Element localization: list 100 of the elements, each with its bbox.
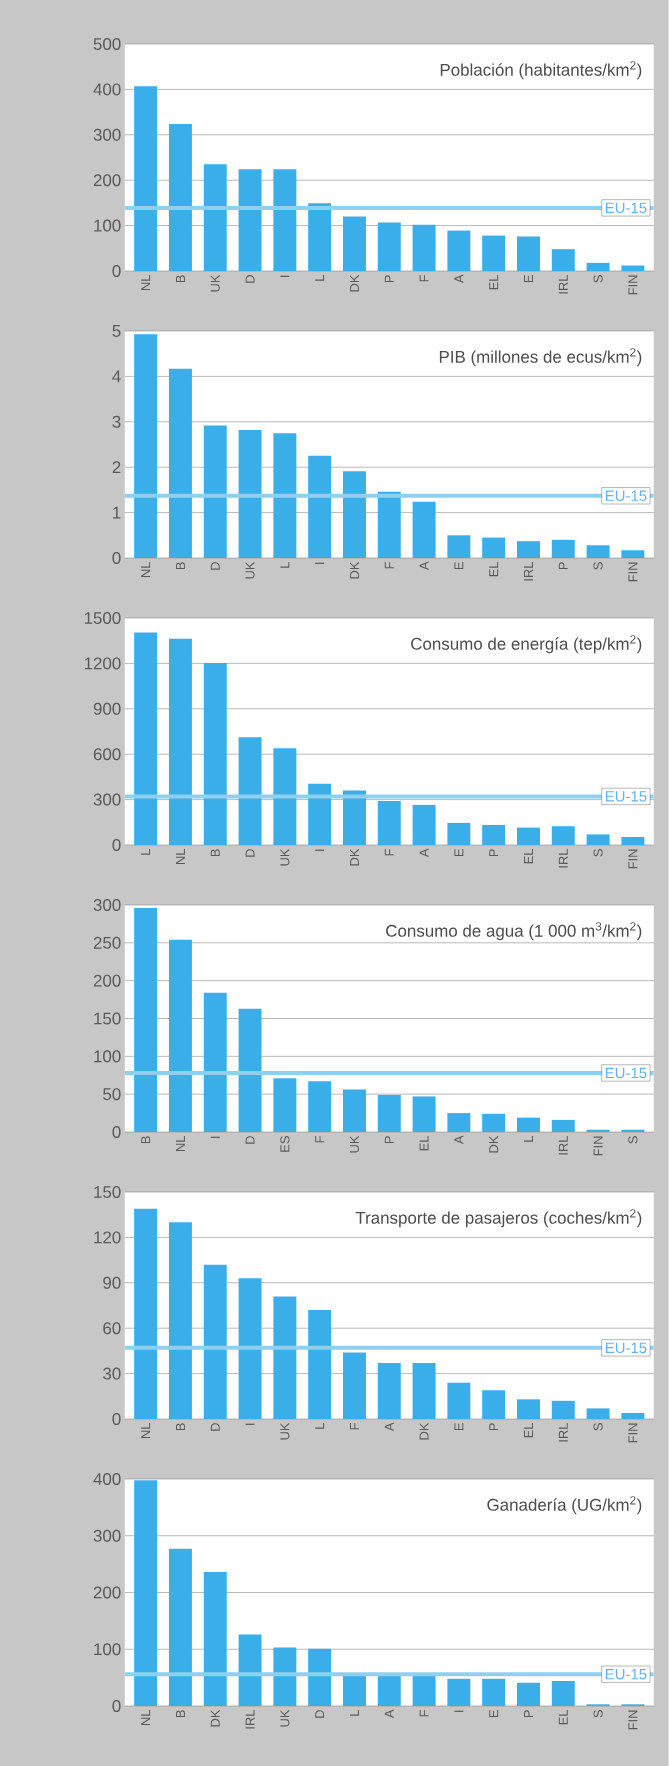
bar (134, 1208, 158, 1419)
bar (238, 737, 262, 845)
bar (377, 1363, 401, 1419)
x-tick-label: UK (245, 561, 255, 579)
bar (273, 169, 297, 271)
x-tick-label: E (454, 1423, 464, 1431)
bar (621, 1412, 645, 1419)
x-tick-label: S (628, 1136, 638, 1144)
x-tick-label: L (315, 1422, 325, 1429)
ref-line-label: EU-15 (606, 791, 647, 802)
bar (412, 501, 436, 558)
bar (169, 1548, 193, 1706)
bar (447, 535, 471, 558)
x-tick-label: D (245, 1136, 255, 1144)
x-tick-label: L (350, 1709, 360, 1716)
bar (517, 236, 541, 271)
x-tick-label: I (315, 849, 325, 851)
x-tick-label: A (454, 274, 464, 284)
x-tick-label: S (593, 849, 603, 857)
x-tick-label: P (524, 1710, 534, 1718)
y-tick-label: 3 (112, 415, 121, 428)
bar (377, 222, 401, 271)
bar (517, 1682, 541, 1706)
bar (551, 1400, 575, 1419)
y-tick-label: 30 (103, 1367, 121, 1380)
bar (586, 545, 610, 558)
x-tick-label: F (315, 1136, 325, 1143)
x-tick-label: IRL (558, 848, 568, 868)
x-tick-label: DK (489, 1135, 499, 1153)
x-tick-label: B (141, 1136, 151, 1144)
x-tick-label: B (176, 1710, 186, 1718)
x-tick-label: UK (280, 848, 290, 866)
bar (308, 1310, 332, 1419)
y-tick-label: 1 (113, 506, 121, 519)
x-tick-label: FIN (628, 1423, 638, 1443)
x-tick-label: P (489, 1423, 499, 1431)
bar (238, 1008, 262, 1132)
y-tick-label: 200 (93, 1586, 121, 1599)
x-tick-label: DK (210, 1709, 220, 1727)
bar (482, 235, 506, 271)
x-tick-label: F (384, 562, 394, 569)
x-tick-label: D (210, 562, 220, 570)
bar (551, 1119, 575, 1132)
bar (377, 1675, 401, 1706)
bar (412, 1096, 436, 1132)
bar (273, 748, 297, 845)
x-tick-label: FIN (593, 1136, 603, 1156)
x-tick-label: S (593, 1710, 603, 1718)
bar (412, 224, 436, 271)
bar (377, 491, 401, 558)
x-tick-label: FIN (628, 849, 638, 869)
bar (482, 1390, 506, 1419)
x-tick-label: B (176, 275, 186, 283)
y-tick-label: 200 (93, 174, 121, 187)
bar (412, 1363, 436, 1419)
y-tick-label: 150 (94, 1012, 121, 1025)
bar (308, 455, 332, 558)
x-tick-label: A (384, 1422, 394, 1432)
x-tick-label: D (210, 1423, 220, 1431)
x-tick-label: DK (350, 274, 360, 292)
x-tick-label: L (141, 848, 151, 855)
bar (273, 433, 297, 558)
ref-line-label: EU-15 (606, 1067, 647, 1079)
y-tick-label: 0 (112, 1125, 121, 1138)
x-tick-label: UK (350, 1135, 360, 1153)
y-tick-label: 100 (94, 219, 121, 232)
x-tick-label: EL (558, 1709, 568, 1725)
bar (517, 1117, 541, 1132)
ref-line-label: EU-15 (606, 1669, 647, 1680)
ref-line-label: EU-15 (606, 490, 647, 501)
x-tick-label: IRL (558, 274, 568, 294)
x-tick-label: I (210, 1136, 220, 1138)
bar (203, 992, 227, 1132)
bar (308, 783, 332, 845)
bar (273, 1647, 297, 1706)
bar (308, 1081, 332, 1132)
bar (238, 1278, 262, 1419)
x-tick-label: NL (176, 1135, 186, 1151)
x-tick-label: NL (141, 1709, 151, 1726)
bar (447, 1113, 471, 1132)
bar (134, 86, 158, 271)
bar (551, 249, 575, 271)
x-tick-label: IRL (524, 561, 534, 581)
bar (482, 825, 506, 845)
x-tick-label: F (384, 849, 394, 856)
y-tick-label: 100 (94, 1643, 121, 1656)
bar (343, 1352, 367, 1419)
x-tick-label: IRL (558, 1422, 568, 1442)
bar (203, 425, 227, 558)
bar (203, 164, 227, 271)
x-tick-label: NL (141, 274, 151, 290)
bar (551, 539, 575, 558)
y-tick-label: 0 (112, 264, 121, 277)
x-tick-label: I (280, 275, 290, 277)
x-tick-label: NL (176, 848, 186, 864)
bar (169, 123, 193, 271)
bar (134, 1480, 158, 1706)
bar (551, 826, 575, 845)
y-tick-label: 200 (93, 974, 121, 987)
bar (517, 1399, 541, 1419)
